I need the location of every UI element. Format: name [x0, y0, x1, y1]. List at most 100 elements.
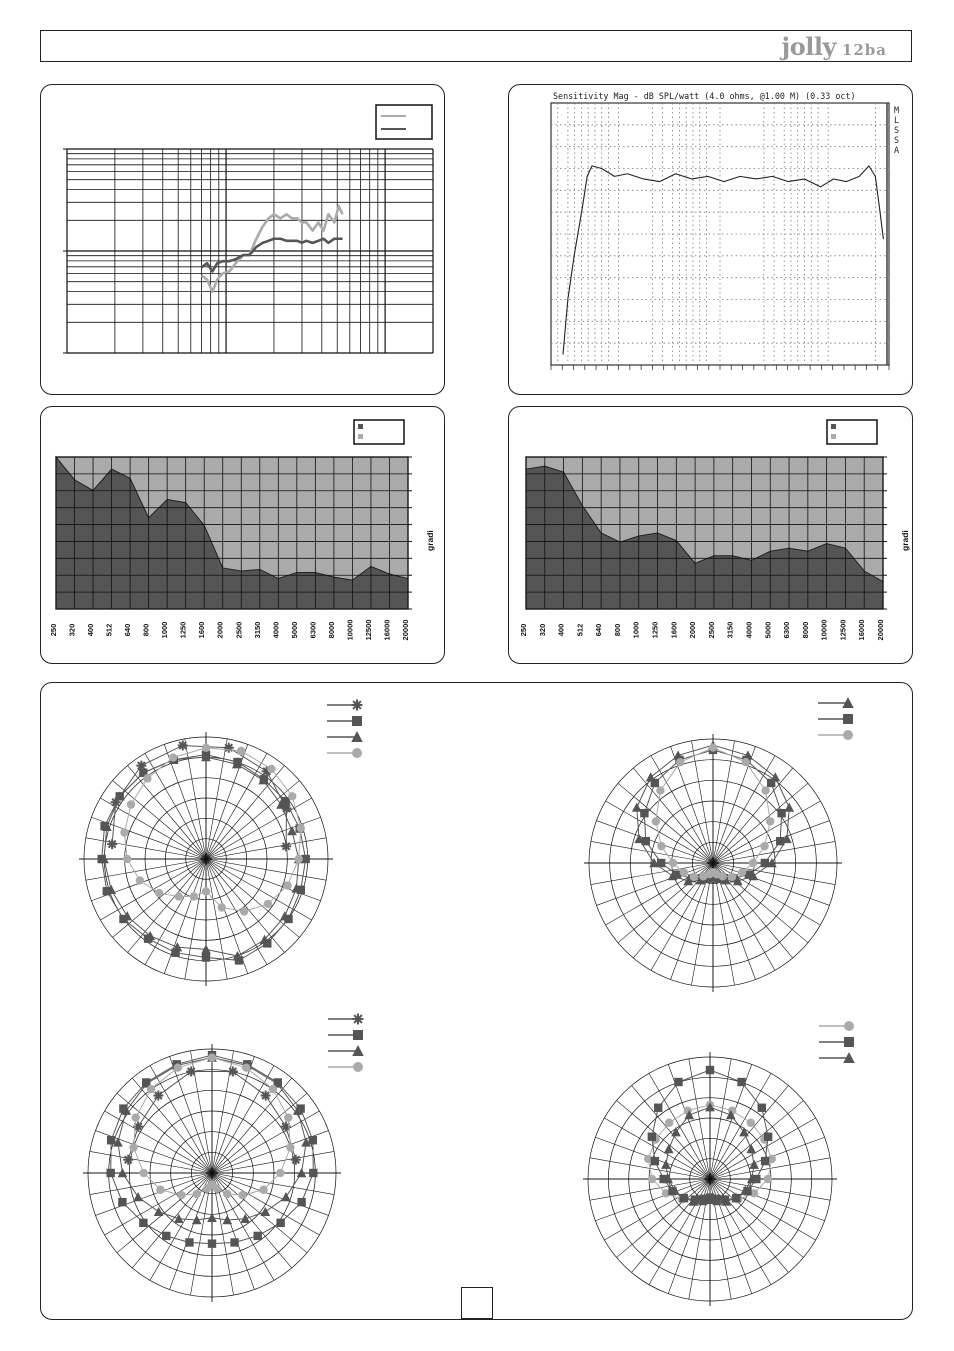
- marker-circle: [173, 1063, 182, 1072]
- marker-square: [281, 796, 290, 806]
- polar-spoke: [595, 1178, 711, 1222]
- marker-square: [641, 836, 650, 846]
- marker-triangle: [222, 1215, 233, 1225]
- polar-spoke: [205, 858, 312, 921]
- marker-star: [260, 1090, 271, 1101]
- marker-triangle: [649, 857, 659, 868]
- marker-square: [308, 1136, 318, 1145]
- polar-spoke: [691, 740, 714, 864]
- polar-spoke: [712, 862, 735, 986]
- brand-logo: jolly 12ba: [782, 31, 887, 63]
- marker-square: [106, 1168, 115, 1178]
- marker-circle: [288, 792, 297, 801]
- horizontal-dispersion-panel: 250 320 400 512 640 800 1000 1250 1600 2000 2500 31…: [40, 406, 445, 664]
- polar-spoke: [169, 1056, 213, 1174]
- polar-spoke: [144, 753, 207, 860]
- marker-triangle: [117, 1167, 128, 1178]
- polar-spoke: [116, 1093, 213, 1174]
- marker-triangle: [684, 1110, 695, 1120]
- marker-triangle: [279, 911, 290, 921]
- polar-spoke: [712, 862, 836, 885]
- polar-spoke: [211, 1172, 255, 1290]
- marker-square: [106, 1136, 116, 1145]
- marker-circle: [192, 1189, 201, 1199]
- polar-spoke: [604, 1117, 711, 1180]
- marker-triangle: [153, 1206, 164, 1216]
- marker-square: [656, 858, 666, 868]
- polar-spoke: [104, 1172, 213, 1236]
- marker-circle: [679, 868, 689, 877]
- marker-circle: [143, 774, 152, 783]
- x-tick-label: 10000: [820, 620, 829, 641]
- marker-star: [227, 1066, 238, 1077]
- x-tick-label: 12500: [838, 620, 847, 641]
- x-tick-label: 16000: [857, 620, 866, 641]
- polar-spoke: [605, 800, 714, 864]
- polar-spoke: [89, 1151, 213, 1174]
- marker-circle: [286, 1143, 295, 1152]
- polar-spoke: [631, 1178, 711, 1273]
- marker-circle: [708, 743, 718, 752]
- marker-star-stroke: [107, 839, 117, 849]
- polar-spoke: [205, 858, 268, 965]
- marker-triangle: [725, 1110, 736, 1120]
- x-tick-label: 250: [519, 624, 528, 637]
- polar-spoke: [89, 1172, 213, 1195]
- polar-spoke: [205, 797, 312, 860]
- marker-circle: [712, 870, 721, 879]
- polar-spoke: [709, 1178, 831, 1201]
- marker-square: [309, 1168, 318, 1178]
- marker-circle: [749, 1189, 759, 1198]
- polar-spoke: [205, 765, 285, 860]
- marker-circle: [135, 876, 145, 885]
- polar-spoke: [709, 1178, 789, 1273]
- polar-spoke: [616, 1178, 711, 1258]
- marker-triangle: [99, 853, 109, 864]
- marker-square: [777, 808, 786, 818]
- marker-star: [281, 841, 292, 852]
- marker-square: [353, 1030, 363, 1040]
- x-tick-label: 5000: [290, 622, 299, 639]
- marker-circle: [699, 872, 708, 881]
- marker-triangle: [301, 1137, 311, 1147]
- marker-circle: [236, 746, 246, 756]
- marker-circle: [651, 817, 661, 826]
- marker-square: [659, 1174, 668, 1184]
- marker-square: [253, 1231, 262, 1241]
- marker-circle: [201, 743, 211, 752]
- polar-spoke: [211, 1172, 320, 1236]
- marker-square: [654, 1103, 663, 1112]
- marker-square: [843, 714, 853, 724]
- plot-frame: [55, 456, 409, 610]
- marker-circle: [217, 903, 226, 912]
- marker-triangle: [739, 1127, 749, 1137]
- marker-circle: [284, 1113, 293, 1122]
- marker-triangle: [201, 944, 211, 954]
- marker-triangle: [705, 1194, 715, 1205]
- marker-circle: [296, 823, 305, 833]
- polar-spoke: [205, 858, 327, 881]
- marker-square: [297, 1197, 306, 1207]
- marker-circle: [760, 842, 769, 851]
- marker-circle: [668, 858, 678, 868]
- series-line-1: [200, 204, 344, 294]
- marker-triangle: [688, 1196, 699, 1206]
- x-tick-label: 1000: [632, 622, 641, 639]
- brand-model: 12ba: [841, 41, 887, 59]
- marker-square: [650, 1156, 660, 1166]
- polar-spoke: [190, 1172, 213, 1296]
- marker-triangle: [705, 1102, 715, 1112]
- marker-circle: [120, 828, 129, 837]
- marker-triangle: [843, 1052, 855, 1063]
- polar-spoke: [709, 1100, 804, 1180]
- x-tick-label: 4000: [271, 622, 280, 639]
- x-tick-label: 250: [49, 624, 58, 637]
- marker-star: [223, 742, 234, 753]
- plot-frame: [525, 456, 884, 610]
- marker-circle: [126, 800, 136, 809]
- marker-star-stroke: [137, 761, 146, 770]
- marker-square: [763, 1132, 773, 1141]
- x-tick-label: 10000: [345, 620, 354, 641]
- marker-circle: [763, 1174, 773, 1184]
- marker-star-stroke: [353, 1014, 363, 1024]
